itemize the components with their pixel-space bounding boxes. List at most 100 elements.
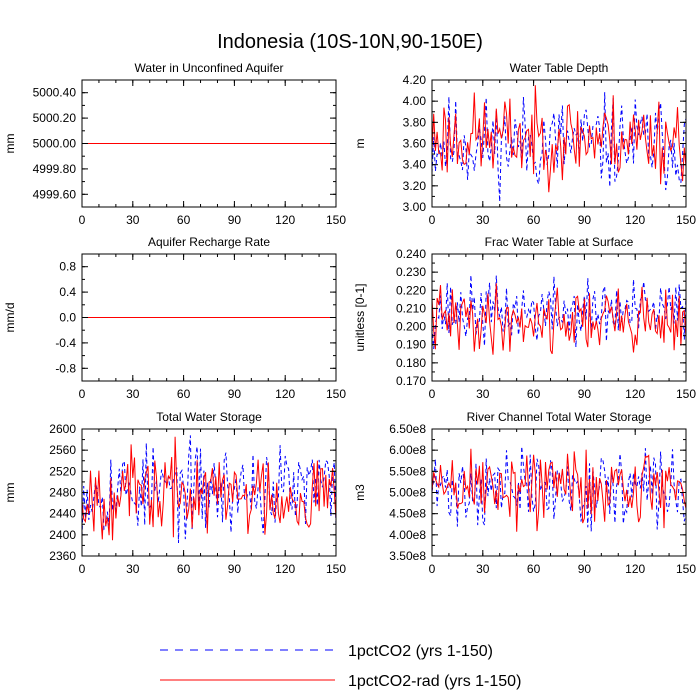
x-tick-label: 0 (429, 387, 436, 401)
x-tick-label: 150 (676, 562, 696, 576)
y-tick-label: 5000.40 (33, 86, 77, 100)
x-tick-label: 60 (177, 562, 191, 576)
x-tick-label: 0 (79, 562, 86, 576)
y-axis-label: mm/d (3, 303, 17, 333)
x-tick-label: 30 (126, 387, 140, 401)
y-tick-label: 4.50e8 (389, 507, 426, 521)
panel-title: Aquifer Recharge Rate (148, 235, 270, 249)
legend: 1pctCO2 (yrs 1-150) 1pctCO2-rad (yrs 1-1… (160, 643, 521, 690)
y-tick-label: 6.50e8 (389, 422, 426, 436)
y-tick-label: 3.00 (403, 200, 427, 214)
y-tick-label: 0.210 (396, 301, 426, 315)
panel-3: Aquifer Recharge Rate mm/d 0 30 60 90 120 150 -0… (3, 235, 346, 401)
x-tick-label: 90 (228, 562, 242, 576)
x-tick-label: 30 (476, 562, 490, 576)
x-tick-label: 0 (429, 562, 436, 576)
panel-4: Frac Water Table at Surface unitless [0-1… (353, 235, 696, 401)
x-tick-label: 150 (326, 562, 346, 576)
y-tick-label: 0.200 (396, 320, 426, 334)
y-tick-label: 3.40 (403, 158, 427, 172)
y-axis-label: m3 (353, 484, 367, 501)
y-tick-label: 2480 (49, 486, 76, 500)
x-tick-label: 30 (476, 213, 490, 227)
y-tick-label: 5.50e8 (389, 464, 426, 478)
x-tick-label: 90 (228, 213, 242, 227)
y-axis-label: mm (3, 483, 17, 503)
x-tick-label: 120 (625, 213, 645, 227)
y-tick-label: 4.20 (403, 73, 427, 87)
y-axis-label: m (353, 139, 367, 149)
series-line-2 (431, 283, 687, 355)
panel-title: Total Water Storage (156, 410, 262, 424)
y-tick-label: 5000.20 (33, 111, 77, 125)
y-tick-label: 2560 (49, 443, 76, 457)
series-line-2 (81, 436, 337, 541)
panel-title: River Channel Total Water Storage (467, 410, 652, 424)
series-line-1 (431, 92, 687, 202)
x-tick-label: 150 (326, 387, 346, 401)
y-tick-label: 4.00 (403, 94, 427, 108)
y-tick-label: 0.4 (59, 285, 76, 299)
x-tick-label: 60 (527, 213, 541, 227)
y-tick-label: 2440 (49, 507, 76, 521)
y-tick-label: 5.00e8 (389, 486, 426, 500)
x-tick-label: 120 (275, 387, 295, 401)
x-tick-label: 90 (578, 562, 592, 576)
y-tick-label: 3.60 (403, 137, 427, 151)
legend-label-2: 1pctCO2-rad (yrs 1-150) (348, 673, 521, 690)
y-tick-label: 4999.80 (33, 162, 77, 176)
x-tick-label: 150 (326, 213, 346, 227)
panel-6: River Channel Total Water Storage m3 0 30 60… (353, 410, 696, 576)
legend-item-1: 1pctCO2 (yrs 1-150) (160, 643, 493, 660)
x-tick-label: 0 (79, 213, 86, 227)
x-tick-label: 120 (275, 213, 295, 227)
y-tick-label: 0.190 (396, 338, 426, 352)
y-tick-label: -0.8 (55, 361, 76, 375)
plot-frame (431, 428, 687, 557)
y-tick-label: 2360 (49, 549, 76, 563)
y-tick-label: 5000.00 (33, 137, 77, 151)
y-tick-label: 0.170 (396, 374, 426, 388)
y-tick-label: 3.20 (403, 179, 427, 193)
x-tick-label: 30 (126, 213, 140, 227)
y-tick-label: 4999.60 (33, 187, 77, 201)
y-tick-label: 0.0 (59, 311, 76, 325)
y-tick-label: 2520 (49, 464, 76, 478)
figure-title: Indonesia (10S-10N,90-150E) (217, 31, 483, 53)
y-tick-label: 2400 (49, 528, 76, 542)
x-tick-label: 150 (676, 213, 696, 227)
x-tick-label: 120 (625, 387, 645, 401)
x-tick-label: 90 (228, 387, 242, 401)
chart-panels: Water in Unconfined Aquifer mm 0 30 60 90 120 1… (3, 61, 696, 576)
y-tick-label: 3.50e8 (389, 549, 426, 563)
y-axis-label: unitless [0-1] (353, 283, 367, 351)
y-tick-label: 0.180 (396, 356, 426, 370)
x-tick-label: 90 (578, 387, 592, 401)
x-tick-label: 30 (126, 562, 140, 576)
series-line-1 (431, 446, 687, 532)
x-tick-label: 60 (527, 387, 541, 401)
x-tick-label: 0 (79, 387, 86, 401)
y-tick-label: 4.00e8 (389, 528, 426, 542)
x-tick-label: 60 (177, 387, 191, 401)
x-tick-label: 150 (676, 387, 696, 401)
panel-title: Water in Unconfined Aquifer (135, 61, 284, 75)
series-line-2 (431, 85, 687, 193)
y-tick-label: 0.230 (396, 265, 426, 279)
panel-title: Frac Water Table at Surface (485, 235, 634, 249)
y-tick-label: 0.8 (59, 260, 76, 274)
panel-1: Water in Unconfined Aquifer mm 0 30 60 90 120 1… (3, 61, 346, 227)
panel-2: Water Table Depth m 0 30 60 90 120 150 3.00 3.20 3… (353, 61, 696, 227)
y-tick-label: 0.240 (396, 247, 426, 261)
series-line-1 (81, 435, 337, 544)
series-line-2 (431, 448, 687, 532)
y-tick-label: -0.4 (55, 336, 76, 350)
x-tick-label: 90 (578, 213, 592, 227)
y-tick-label: 6.00e8 (389, 443, 426, 457)
x-tick-label: 60 (527, 562, 541, 576)
legend-label-1: 1pctCO2 (yrs 1-150) (348, 643, 493, 660)
legend-item-2: 1pctCO2-rad (yrs 1-150) (160, 673, 521, 690)
y-tick-label: 3.80 (403, 115, 427, 129)
x-tick-label: 30 (476, 387, 490, 401)
